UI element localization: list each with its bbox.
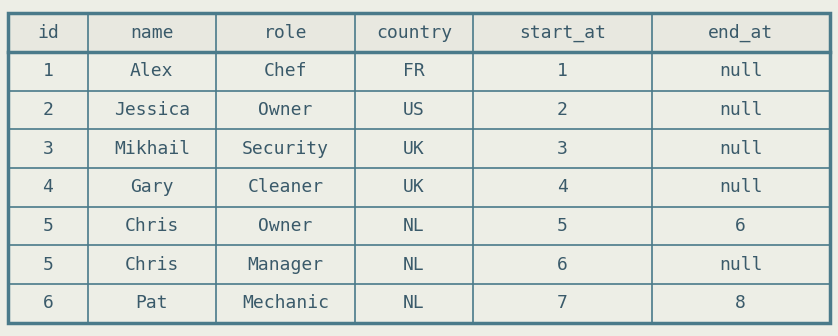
Text: UK: UK: [403, 140, 425, 158]
Text: role: role: [264, 24, 308, 42]
Text: 6: 6: [43, 294, 54, 312]
Text: 2: 2: [43, 101, 54, 119]
Text: Owner: Owner: [258, 217, 313, 235]
Text: id: id: [37, 24, 59, 42]
Text: end_at: end_at: [708, 24, 773, 42]
Text: Chris: Chris: [125, 217, 179, 235]
Bar: [8, 207, 830, 245]
Text: country: country: [376, 24, 453, 42]
Bar: [8, 13, 830, 52]
Bar: [8, 284, 830, 323]
Bar: [8, 52, 830, 91]
Text: NL: NL: [403, 294, 425, 312]
Text: Mikhail: Mikhail: [114, 140, 190, 158]
Text: FR: FR: [403, 62, 425, 80]
Text: 8: 8: [735, 294, 746, 312]
Text: 3: 3: [557, 140, 568, 158]
Text: Security: Security: [242, 140, 329, 158]
Text: 1: 1: [43, 62, 54, 80]
Text: Pat: Pat: [136, 294, 168, 312]
Text: Manager: Manager: [247, 256, 323, 274]
Text: 7: 7: [557, 294, 568, 312]
Text: null: null: [719, 256, 763, 274]
Text: 5: 5: [557, 217, 568, 235]
Text: NL: NL: [403, 256, 425, 274]
Text: null: null: [719, 140, 763, 158]
Text: null: null: [719, 101, 763, 119]
Text: 2: 2: [557, 101, 568, 119]
Text: NL: NL: [403, 217, 425, 235]
Text: Chris: Chris: [125, 256, 179, 274]
Text: Jessica: Jessica: [114, 101, 190, 119]
Text: name: name: [130, 24, 173, 42]
Bar: [8, 91, 830, 129]
Text: 4: 4: [557, 178, 568, 196]
Text: Mechanic: Mechanic: [242, 294, 329, 312]
Text: null: null: [719, 178, 763, 196]
Text: Gary: Gary: [130, 178, 173, 196]
Text: UK: UK: [403, 178, 425, 196]
Text: Owner: Owner: [258, 101, 313, 119]
Text: 5: 5: [43, 217, 54, 235]
Text: US: US: [403, 101, 425, 119]
Text: 5: 5: [43, 256, 54, 274]
Bar: [8, 168, 830, 207]
Text: 6: 6: [557, 256, 568, 274]
Text: start_at: start_at: [519, 24, 606, 42]
Text: 3: 3: [43, 140, 54, 158]
Text: 4: 4: [43, 178, 54, 196]
Text: Alex: Alex: [130, 62, 173, 80]
Text: Chef: Chef: [264, 62, 308, 80]
Text: null: null: [719, 62, 763, 80]
Bar: [8, 245, 830, 284]
Text: 6: 6: [735, 217, 746, 235]
Bar: [8, 129, 830, 168]
Text: 1: 1: [557, 62, 568, 80]
Text: Cleaner: Cleaner: [247, 178, 323, 196]
